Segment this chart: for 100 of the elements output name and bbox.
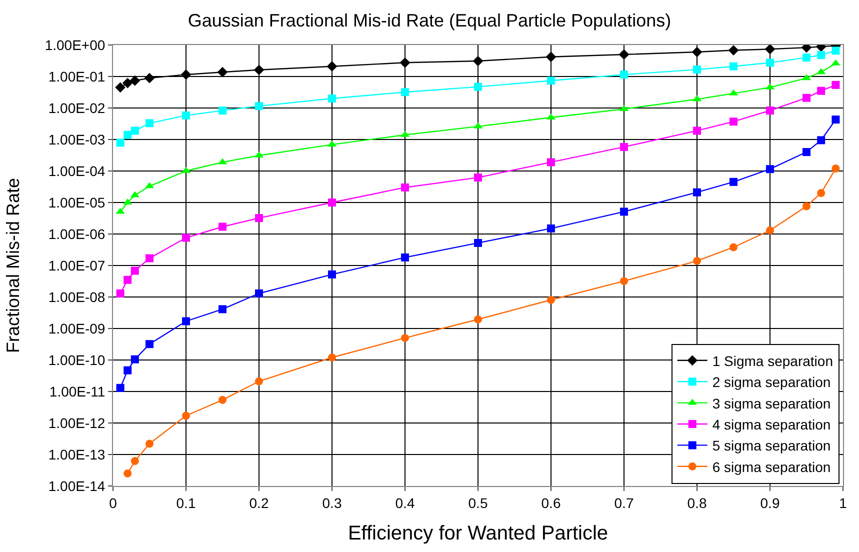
point: [182, 234, 190, 242]
point: [693, 66, 701, 74]
point: [620, 208, 628, 216]
y-tick-label: 1.00E-08: [48, 288, 106, 305]
point: [218, 305, 226, 314]
point: [832, 46, 840, 55]
point: [766, 165, 774, 174]
point: [766, 106, 774, 115]
point: [472, 56, 484, 66]
x-tick-label: 0.1: [176, 494, 196, 511]
point: [130, 355, 139, 364]
x-axis-title: Efficiency for Wanted Particle: [348, 522, 608, 544]
point: [401, 183, 409, 192]
point: [817, 189, 826, 198]
point: [254, 64, 264, 76]
point: [766, 226, 774, 234]
point: [144, 72, 155, 84]
y-tick-label: 1.00E-02: [48, 100, 106, 116]
point: [130, 457, 139, 466]
point: [764, 45, 776, 54]
point: [474, 315, 482, 324]
point: [124, 276, 132, 284]
point: [401, 334, 409, 342]
legend-label: 3 sigma separation: [712, 395, 831, 412]
point: [116, 384, 124, 392]
point: [130, 75, 140, 86]
point: [620, 277, 628, 286]
point: [182, 412, 190, 420]
point: [124, 469, 132, 478]
point: [146, 119, 154, 128]
point: [547, 296, 555, 304]
point: [730, 178, 738, 186]
point: [122, 78, 133, 88]
point: [218, 396, 226, 404]
point: [474, 238, 482, 247]
point: [328, 198, 336, 206]
point: [328, 354, 336, 362]
x-tick-label: 0: [109, 494, 118, 511]
x-tick-label: 0.2: [249, 494, 269, 511]
y-tick-label: 1.00E-04: [48, 162, 106, 179]
x-tick-label: 0.7: [614, 494, 634, 511]
point: [817, 136, 826, 144]
point: [401, 88, 409, 96]
point: [817, 86, 826, 95]
point: [547, 224, 555, 232]
point: [146, 440, 154, 448]
point: [255, 289, 263, 298]
y-tick-label: 1.00E-01: [48, 68, 106, 84]
x-tick-label: 0.4: [395, 494, 415, 511]
y-tick-label: 1.00E-12: [48, 414, 106, 431]
point: [618, 49, 630, 60]
point: [124, 130, 132, 139]
point: [693, 188, 701, 196]
point: [832, 116, 840, 124]
y-axis-title: Fractional Mis-id Rate: [3, 178, 24, 354]
legend-label: 1 Sigma separation: [712, 352, 833, 369]
point: [817, 51, 826, 60]
legend-label: 5 sigma separation: [712, 438, 831, 454]
point: [693, 256, 701, 265]
point: [255, 377, 263, 386]
point: [217, 66, 228, 78]
point: [730, 118, 738, 126]
x-tick-label: 0.9: [760, 494, 780, 511]
point: [180, 69, 192, 80]
y-tick-label: 1.00E-13: [48, 446, 106, 462]
point: [124, 366, 132, 374]
point: [255, 102, 263, 110]
chart-title: Gaussian Fractional Mis-id Rate (Equal Particle Populations): [188, 10, 672, 30]
point: [547, 76, 555, 85]
y-tick-label: 1.00E-06: [48, 226, 106, 242]
point: [832, 80, 840, 89]
legend-label: 4 sigma separation: [712, 416, 831, 432]
y-tick-label: 1.00E-05: [48, 194, 106, 210]
point: [182, 317, 190, 326]
x-tick-label: 0.6: [541, 494, 561, 511]
x-tick-label: 1: [839, 494, 848, 511]
point: [728, 45, 739, 56]
legend-label: 6 sigma separation: [712, 458, 831, 475]
point: [400, 57, 410, 68]
x-tick-label: 0.3: [322, 494, 342, 511]
point: [255, 214, 263, 222]
point: [620, 70, 628, 79]
y-tick-label: 1.00E-07: [48, 257, 106, 274]
point: [730, 62, 738, 70]
point: [802, 94, 810, 102]
point: [620, 142, 628, 151]
point: [130, 126, 139, 135]
x-tick-label: 0.5: [468, 494, 488, 511]
point: [115, 82, 126, 93]
point: [130, 266, 139, 275]
point: [146, 340, 154, 348]
legend-label: 2 sigma separation: [712, 374, 831, 390]
y-tick-label: 1.00E-10: [48, 352, 106, 368]
point: [474, 82, 482, 91]
y-tick-label: 1.00E-09: [48, 320, 106, 336]
point: [401, 253, 409, 262]
point: [116, 138, 124, 147]
point: [546, 52, 556, 62]
point: [116, 289, 124, 298]
point: [218, 222, 226, 231]
